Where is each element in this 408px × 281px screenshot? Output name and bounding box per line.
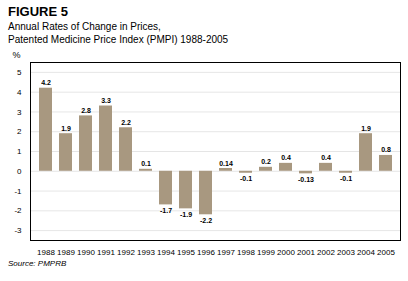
svg-text:2003: 2003	[337, 248, 355, 257]
svg-text:1991: 1991	[97, 248, 115, 257]
html-text:Patented Medicine Price Index: Patented Medicine Price Index (PMPI) 198…	[8, 34, 229, 45]
svg-text:-0.13: -0.13	[298, 176, 314, 183]
svg-text:2002: 2002	[317, 248, 335, 257]
svg-text:1988: 1988	[37, 248, 55, 257]
svg-text:0.1: 0.1	[141, 160, 151, 167]
svg-text:-1.7: -1.7	[160, 207, 172, 214]
svg-text:0.4: 0.4	[281, 154, 291, 161]
svg-text:2.2: 2.2	[121, 119, 131, 126]
svg-text:-3: -3	[14, 226, 22, 235]
svg-text:2000: 2000	[277, 248, 295, 257]
svg-text:1995: 1995	[177, 248, 195, 257]
svg-text:-0.1: -0.1	[340, 175, 352, 182]
html-text:FIGURE 5: FIGURE 5	[8, 4, 68, 19]
svg-text:2.8: 2.8	[81, 107, 91, 114]
svg-text:1989: 1989	[57, 248, 75, 257]
svg-text:1998: 1998	[237, 248, 255, 257]
svg-text:1996: 1996	[197, 248, 215, 257]
svg-text:-1.9: -1.9	[180, 211, 192, 218]
svg-text:-2: -2	[14, 206, 22, 215]
svg-text:4.2: 4.2	[41, 79, 51, 86]
html-text:Source: PMPRB: Source: PMPRB	[8, 259, 67, 268]
svg-text:%: %	[13, 50, 21, 60]
svg-text:2005: 2005	[377, 248, 395, 257]
svg-text:3: 3	[17, 108, 22, 117]
svg-text:1993: 1993	[137, 248, 155, 257]
svg-text:1999: 1999	[257, 248, 275, 257]
svg-text:1992: 1992	[117, 248, 135, 257]
svg-text:0.4: 0.4	[321, 154, 331, 161]
svg-text:1.9: 1.9	[361, 125, 371, 132]
svg-text:2: 2	[17, 127, 22, 136]
svg-text:5: 5	[17, 68, 22, 77]
svg-text:-2.2: -2.2	[200, 217, 212, 224]
svg-text:-1: -1	[14, 187, 22, 196]
svg-text:2001: 2001	[297, 248, 315, 257]
svg-text:1.9: 1.9	[61, 125, 71, 132]
svg-text:3.3: 3.3	[101, 97, 111, 104]
svg-text:2004: 2004	[357, 248, 375, 257]
svg-text:1994: 1994	[157, 248, 175, 257]
svg-text:1990: 1990	[77, 248, 95, 257]
html-text:Annual Rates of Change in Pric: Annual Rates of Change in Prices,	[8, 21, 161, 32]
svg-text:1: 1	[17, 147, 22, 156]
svg-text:0.8: 0.8	[381, 146, 391, 153]
svg-text:4: 4	[17, 88, 22, 97]
svg-text:1997: 1997	[217, 248, 235, 257]
svg-text:-0.1: -0.1	[240, 175, 252, 182]
svg-text:0.14: 0.14	[219, 160, 233, 167]
svg-text:0: 0	[17, 167, 22, 176]
svg-text:0.2: 0.2	[261, 158, 271, 165]
